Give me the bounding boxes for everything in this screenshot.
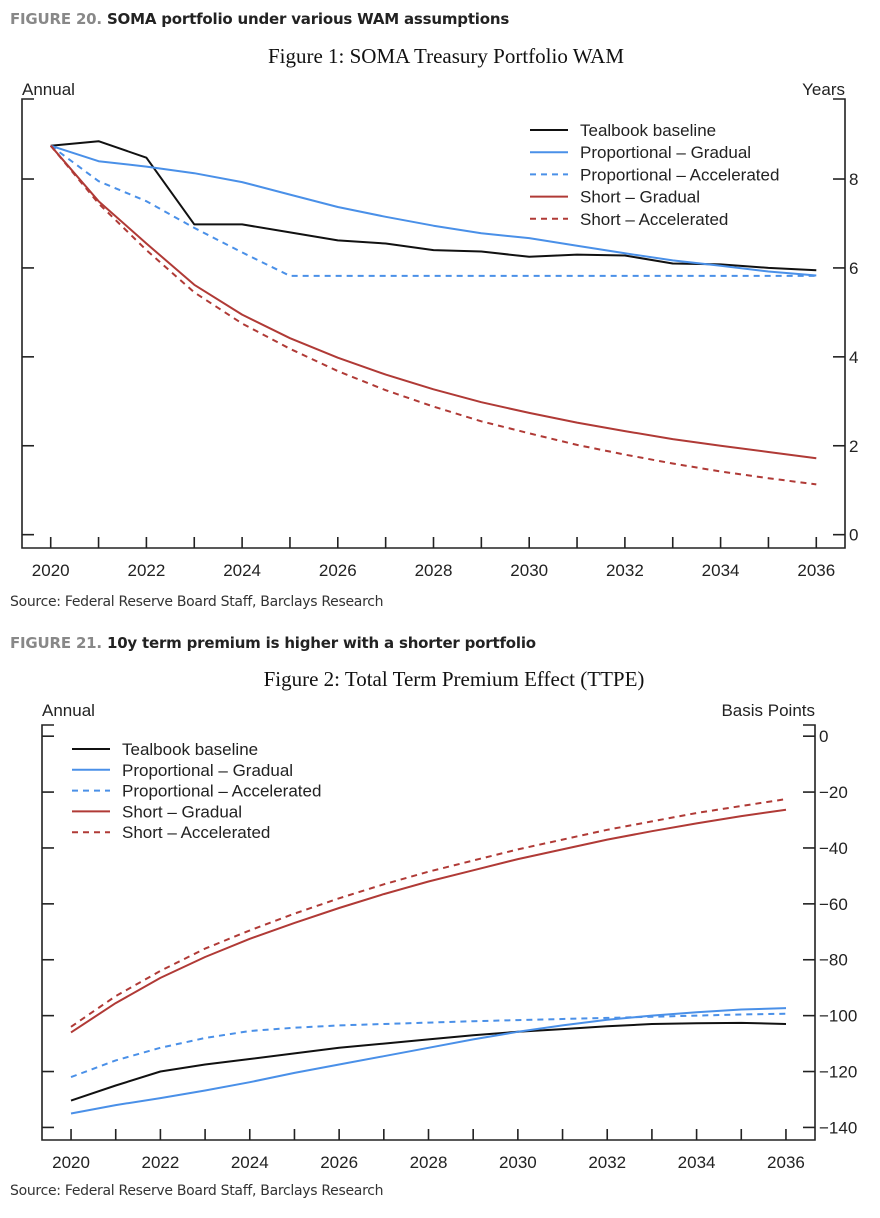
x-tick-label: 2030 <box>499 1153 537 1172</box>
legend-label: Short – Accelerated <box>122 823 270 842</box>
right-axis-label: Years <box>802 80 845 99</box>
x-tick-label: 2022 <box>127 561 165 580</box>
legend-label: Proportional – Gradual <box>580 143 751 162</box>
y-tick-label: −140 <box>819 1118 857 1137</box>
x-tick-label: 2022 <box>141 1153 179 1172</box>
ttpe-chart: Figure 2: Total Term Premium Effect (TTP… <box>41 667 857 1172</box>
series-line-3 <box>49 145 817 460</box>
y-tick-label: 2 <box>849 437 858 456</box>
x-tick-label: 2028 <box>415 561 453 580</box>
x-tick-label: 2034 <box>702 561 740 580</box>
y-tick-label: 8 <box>849 170 858 189</box>
y-tick-label: −20 <box>819 783 848 802</box>
legend-label: Proportional – Accelerated <box>580 165 779 184</box>
x-tick-label: 2026 <box>319 561 357 580</box>
figure-21-heading: FIGURE 21. 10y term premium is higher wi… <box>10 634 536 652</box>
y-tick-label: 6 <box>849 259 858 278</box>
series-line-3 <box>70 808 787 1034</box>
x-tick-label: 2020 <box>52 1153 90 1172</box>
series-line-0 <box>50 140 817 272</box>
x-tick-label: 2030 <box>510 561 548 580</box>
chart-title: Figure 2: Total Term Premium Effect (TTP… <box>264 667 645 691</box>
series-line-4 <box>49 145 817 486</box>
x-tick-label: 2036 <box>797 561 835 580</box>
x-tick-label: 2026 <box>320 1153 358 1172</box>
x-tick-label: 2024 <box>231 1153 269 1172</box>
y-tick-label: −100 <box>819 1007 857 1026</box>
y-tick-label: −60 <box>819 895 848 914</box>
series-line-1 <box>50 144 817 277</box>
x-tick-label: 2036 <box>767 1153 805 1172</box>
y-tick-label: 4 <box>849 348 858 367</box>
y-tick-label: −120 <box>819 1063 857 1082</box>
right-axis-label: Basis Points <box>721 701 815 720</box>
series-line-2 <box>70 1012 787 1079</box>
x-tick-label: 2032 <box>588 1153 626 1172</box>
legend-label: Proportional – Accelerated <box>122 782 321 801</box>
legend-label: Proportional – Gradual <box>122 761 293 780</box>
y-tick-label: −80 <box>819 951 848 970</box>
legend-label: Short – Accelerated <box>580 210 728 229</box>
legend-label: Short – Gradual <box>580 188 700 207</box>
x-tick-label: 2034 <box>678 1153 716 1172</box>
series-line-1 <box>70 1007 787 1115</box>
figure-20-heading: FIGURE 20. SOMA portfolio under various … <box>10 10 510 28</box>
left-axis-label: Annual <box>22 80 75 99</box>
legend-label: Tealbook baseline <box>580 121 716 140</box>
y-tick-label: 0 <box>849 526 858 545</box>
figure-20-source: Source: Federal Reserve Board Staff, Bar… <box>10 594 384 610</box>
series-line-0 <box>70 1021 787 1102</box>
series-line-2 <box>50 144 817 277</box>
left-axis-label: Annual <box>42 701 95 720</box>
legend-label: Short – Gradual <box>122 802 242 821</box>
x-tick-label: 2020 <box>32 561 70 580</box>
x-tick-label: 2032 <box>606 561 644 580</box>
legend-label: Tealbook baseline <box>122 740 258 759</box>
wam-chart: Figure 1: SOMA Treasury Portfolio WAM Ann… <box>21 44 858 580</box>
chart-title: Figure 1: SOMA Treasury Portfolio WAM <box>268 44 624 68</box>
y-tick-label: −40 <box>819 839 848 858</box>
figure-21-source: Source: Federal Reserve Board Staff, Bar… <box>10 1183 384 1199</box>
x-tick-label: 2024 <box>223 561 261 580</box>
y-tick-label: 0 <box>819 727 828 746</box>
x-tick-label: 2028 <box>410 1153 448 1172</box>
